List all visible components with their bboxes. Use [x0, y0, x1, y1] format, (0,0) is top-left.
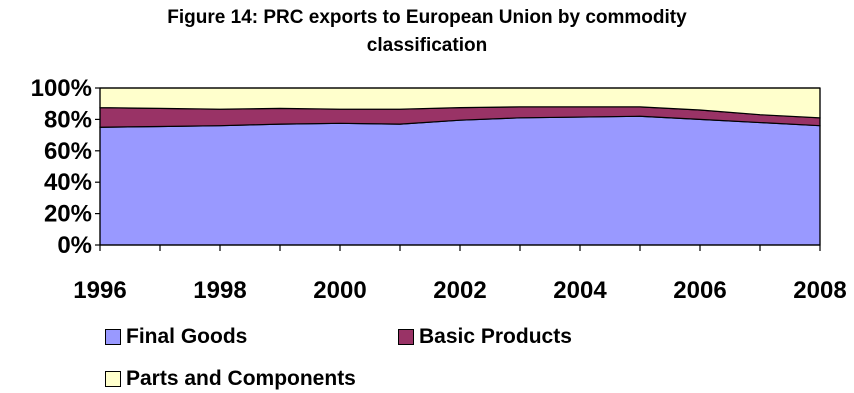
legend-swatch-parts-components: [105, 371, 121, 387]
area-series-group: [99, 87, 821, 246]
y-tick-label: 40%: [44, 169, 92, 196]
x-tick-label: 1996: [73, 277, 126, 304]
legend-label-final-goods: Final Goods: [126, 325, 248, 348]
x-tick-label: 2008: [793, 277, 846, 304]
x-tick-label: 2002: [433, 277, 486, 304]
x-tick-label: 2000: [313, 277, 366, 304]
x-tick-label: 1998: [193, 277, 246, 304]
legend-swatch-basic-products: [398, 329, 414, 345]
legend-label-basic-products: Basic Products: [419, 325, 572, 348]
legend-item-basic-products: Basic Products: [398, 325, 572, 349]
legend-item-parts-components: Parts and Components: [105, 367, 356, 391]
legend-label-parts-components: Parts and Components: [126, 367, 356, 390]
legend-swatch-final-goods: [105, 329, 121, 345]
y-tick-label: 80%: [44, 106, 92, 133]
y-tick-label: 20%: [44, 201, 92, 228]
x-tick-label: 2006: [673, 277, 726, 304]
y-tick-label: 0%: [57, 232, 92, 259]
y-tick-label: 100%: [31, 75, 92, 102]
chart-title-line2: classification: [366, 35, 488, 56]
area-final-goods: [99, 115, 821, 246]
chart-title: Figure 14: PRC exports to European Union…: [0, 4, 854, 60]
tick-labels-group: 100% 80% 60% 40% 20% 0% 1996 1998 2000 2002 2004 20…: [31, 75, 847, 304]
y-tick-label: 60%: [44, 138, 92, 165]
chart-title-line1: Figure 14: PRC exports to European Union…: [167, 7, 687, 28]
legend-item-final-goods: Final Goods: [105, 325, 247, 349]
x-tick-label: 2004: [553, 277, 607, 304]
